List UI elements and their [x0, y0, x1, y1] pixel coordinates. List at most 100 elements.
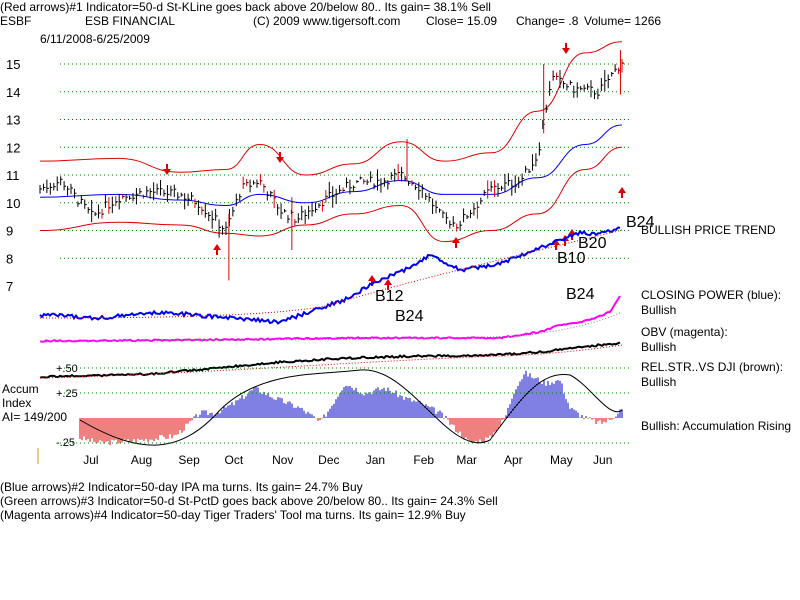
price-bar	[53, 183, 56, 191]
price-bar	[525, 165, 528, 173]
price-bar	[394, 168, 397, 182]
price-bar	[383, 177, 387, 187]
price-bar	[125, 193, 129, 203]
x-tick-oct: Oct	[224, 453, 243, 467]
price-bar	[166, 185, 170, 202]
price-bar	[115, 196, 118, 207]
price-bar	[129, 195, 132, 200]
price-bar	[518, 176, 521, 189]
x-tick-feb: Feb	[413, 453, 434, 467]
price-bar	[590, 80, 594, 98]
price-bar	[552, 70, 556, 81]
price-bar	[235, 193, 239, 207]
rel-strength-status: Bullish	[641, 375, 677, 389]
indicator-4-description: (Magenta arrows)#4 Indicator=50-day Tige…	[0, 508, 466, 522]
price-bar	[345, 177, 349, 188]
price-bar	[242, 176, 246, 189]
price-bar	[587, 83, 590, 91]
price-bar	[194, 198, 197, 208]
price-bar	[521, 173, 525, 186]
price-bar	[349, 179, 352, 195]
price-bar	[569, 80, 573, 85]
price-bar	[177, 192, 180, 201]
indicator-3-description: (Green arrows)#3 Indicator=50-d St-PctD …	[0, 494, 498, 508]
price-bar	[222, 225, 225, 235]
price-bar	[142, 194, 146, 199]
price-bar	[132, 193, 135, 202]
x-tick-aug: Aug	[131, 453, 152, 467]
price-trend-status: BULLISH PRICE TREND	[641, 223, 776, 237]
buy-arrow	[384, 279, 392, 290]
price-bar	[239, 193, 242, 202]
price-bar	[208, 211, 211, 222]
moving-average-line	[39, 124, 623, 207]
price-bar	[277, 204, 280, 216]
price-bar	[463, 208, 466, 223]
price-bar	[432, 198, 435, 215]
price-bar	[201, 206, 204, 215]
closing-power-line	[39, 226, 621, 325]
price-bar	[473, 202, 476, 216]
accum-ai-value: AI= 149/200	[2, 410, 68, 424]
price-bar	[111, 196, 115, 214]
ticker-symbol: ESBF	[0, 14, 32, 28]
copyright: (C) 2009 www.tigersoft.com	[253, 14, 401, 28]
price-bar	[104, 194, 108, 208]
y-tick-10: 10	[6, 196, 20, 211]
buy-arrow	[213, 244, 221, 255]
price-bar	[77, 201, 80, 207]
sell-arrow	[562, 43, 570, 54]
price-bar	[352, 185, 356, 192]
price-bar	[576, 82, 580, 98]
price-bar	[469, 209, 473, 219]
price-bar	[218, 219, 222, 238]
price-bar	[549, 81, 552, 96]
price-bar	[356, 180, 359, 184]
rel-strength-ma	[39, 344, 623, 379]
x-tick-may: May	[550, 453, 573, 467]
price-bar	[211, 210, 215, 229]
price-bar	[328, 181, 332, 199]
b24-cp-high-label: B24	[566, 286, 595, 303]
sell-arrow	[163, 164, 171, 175]
accum-status: Bullish: Accumulation Rising	[641, 419, 792, 433]
price-bar	[363, 178, 366, 185]
rel-strength-title: REL.STR..VS DJI (brown):	[641, 360, 784, 374]
price-bar	[566, 83, 569, 91]
price-bar	[73, 188, 77, 199]
buy-arrow	[618, 187, 626, 198]
price-bar	[442, 210, 445, 219]
price-bar	[204, 203, 208, 218]
price-bar	[428, 193, 432, 202]
price-bar	[139, 188, 142, 195]
date-range: 6/11/2008-6/25/2009	[40, 32, 150, 46]
price-bar	[311, 201, 315, 217]
price-bar	[187, 193, 191, 207]
price-bar	[490, 181, 494, 192]
price-bar	[46, 179, 49, 194]
price-bar	[438, 208, 442, 213]
price-bar	[607, 74, 611, 89]
price-bar	[604, 69, 607, 92]
price-bar	[332, 186, 335, 208]
b24-price-label: B24	[626, 214, 655, 231]
x-tick-jan: Jan	[366, 453, 385, 467]
price-bar	[401, 166, 404, 182]
x-tick-nov: Nov	[272, 453, 293, 467]
price-bar	[531, 154, 535, 171]
y-tick-14: 14	[6, 85, 20, 100]
price-bar	[370, 171, 373, 183]
price-bar	[146, 186, 149, 197]
price-bar	[180, 192, 184, 197]
price-bar	[390, 172, 394, 180]
price-bar	[304, 209, 308, 224]
price-gridlines	[60, 63, 630, 259]
obv-status: Bullish	[641, 340, 677, 354]
price-bar	[593, 90, 597, 100]
price-bar	[559, 69, 563, 88]
lower-band-line	[39, 146, 623, 243]
price-axis-ticks: 7 8 9 10 11 12 13 14 15	[6, 57, 20, 294]
price-bar	[215, 208, 218, 221]
price-bar	[60, 176, 63, 186]
